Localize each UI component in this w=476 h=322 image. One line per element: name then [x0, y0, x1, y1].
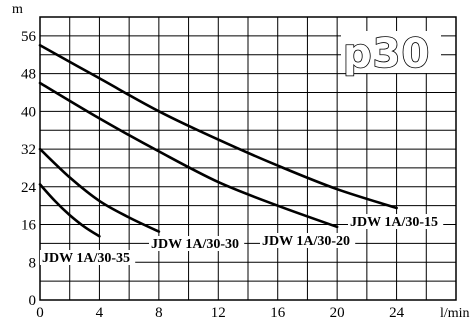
- x-tick-label: 0: [36, 305, 44, 321]
- curve-2: [38, 81, 339, 229]
- model-badge: p30: [341, 30, 441, 78]
- y-tick-label: 48: [21, 67, 36, 83]
- curve-label-background: [40, 250, 136, 265]
- y-tick-label: 32: [21, 142, 36, 158]
- curve-3: [38, 147, 161, 233]
- x-tick-label: 4: [96, 305, 104, 321]
- curve-4: [38, 183, 101, 238]
- y-tick-label: 56: [21, 29, 37, 45]
- y-axis-ticks: 0 8 16 24 32 40 48 56: [21, 29, 37, 309]
- curve-1: [38, 44, 398, 210]
- y-axis-label: m: [12, 2, 23, 17]
- x-tick-label: 8: [155, 305, 163, 321]
- curve-label: JDW 1A/30-20: [262, 234, 350, 249]
- x-tick-label: 16: [270, 305, 286, 321]
- x-tick-label: 20: [330, 305, 345, 321]
- y-tick-label: 24: [21, 180, 37, 196]
- y-tick-label: 8: [29, 255, 37, 271]
- curve-label: JDW 1A/30-35: [42, 251, 130, 266]
- plot-frame: [39, 16, 457, 301]
- x-tick-label: 24: [389, 305, 405, 321]
- y-tick-label: 0: [29, 293, 37, 309]
- curves: [38, 44, 398, 238]
- model-badge-text: p30: [343, 31, 430, 77]
- y-tick-label: 40: [21, 104, 36, 120]
- curve-label-background: [348, 214, 444, 229]
- x-axis-label: l/min: [440, 306, 470, 321]
- x-axis-ticks: 0 4 8 12 16 20 24: [36, 305, 404, 321]
- curve-label-background: [260, 233, 356, 248]
- curve-label-background: [149, 236, 245, 251]
- curve-label: JDW 1A/30-15: [350, 215, 438, 230]
- curve-label: JDW 1A/30-30: [151, 237, 239, 252]
- x-tick-label: 12: [211, 305, 226, 321]
- y-tick-label: 16: [21, 218, 37, 234]
